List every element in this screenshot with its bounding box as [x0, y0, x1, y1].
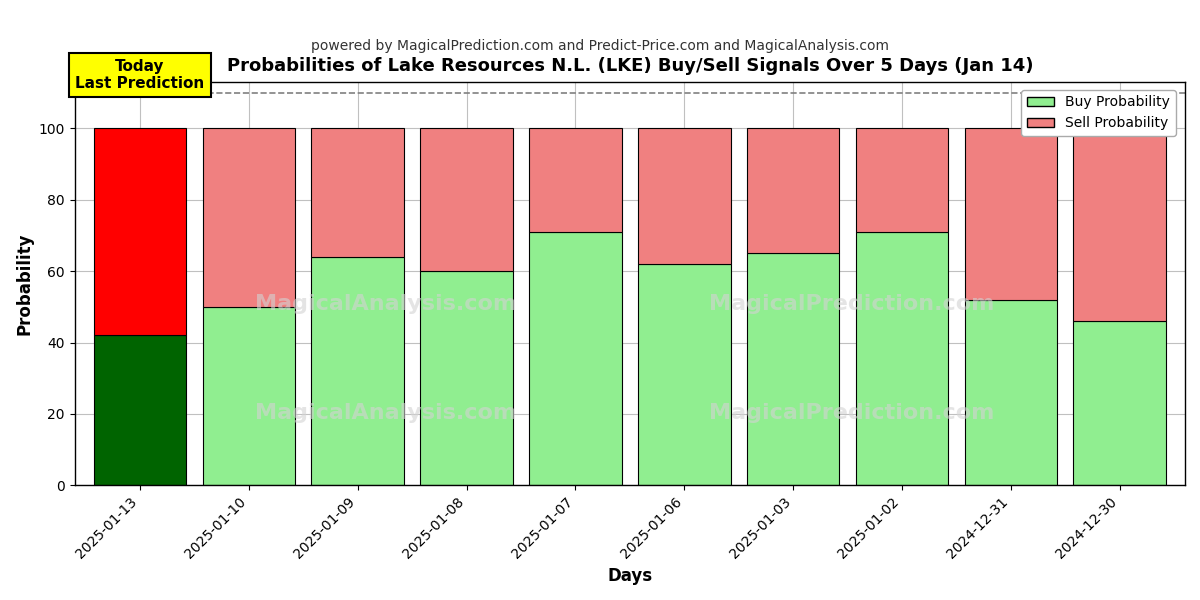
Text: powered by MagicalPrediction.com and Predict-Price.com and MagicalAnalysis.com: powered by MagicalPrediction.com and Pre…	[311, 39, 889, 53]
Bar	[94, 128, 186, 335]
Bar	[856, 232, 948, 485]
Bar	[856, 128, 948, 232]
Bar	[638, 128, 731, 264]
Bar	[965, 128, 1057, 300]
Bar	[312, 128, 404, 257]
Text: MagicalAnalysis.com: MagicalAnalysis.com	[254, 403, 516, 422]
Title: Probabilities of Lake Resources N.L. (LKE) Buy/Sell Signals Over 5 Days (Jan 14): Probabilities of Lake Resources N.L. (LK…	[227, 57, 1033, 75]
Bar	[94, 335, 186, 485]
Bar	[638, 264, 731, 485]
Bar	[965, 300, 1057, 485]
Text: MagicalAnalysis.com: MagicalAnalysis.com	[254, 294, 516, 314]
Bar	[420, 128, 512, 271]
Bar	[203, 128, 295, 307]
Text: MagicalPrediction.com: MagicalPrediction.com	[709, 294, 995, 314]
Bar	[746, 253, 839, 485]
Bar	[529, 128, 622, 232]
Bar	[420, 271, 512, 485]
Bar	[312, 257, 404, 485]
Text: Today
Last Prediction: Today Last Prediction	[76, 59, 204, 91]
Bar	[1074, 128, 1166, 321]
X-axis label: Days: Days	[607, 567, 653, 585]
Text: MagicalPrediction.com: MagicalPrediction.com	[709, 403, 995, 422]
Bar	[1074, 321, 1166, 485]
Bar	[203, 307, 295, 485]
Bar	[746, 128, 839, 253]
Bar	[529, 232, 622, 485]
Legend: Buy Probability, Sell Probability: Buy Probability, Sell Probability	[1021, 90, 1176, 136]
Y-axis label: Probability: Probability	[16, 232, 34, 335]
